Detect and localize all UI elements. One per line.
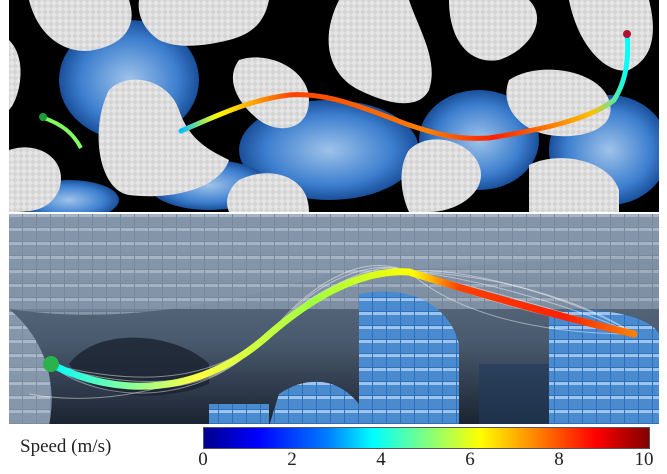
tick-0: 0 [198,449,208,470]
start-marker [39,113,47,121]
start-marker [43,356,59,372]
legend-label: Speed (m/s) [20,436,112,457]
tick-6: 6 [465,449,475,470]
speed-legend: Speed (m/s) 0 2 4 6 8 10 [0,424,667,474]
perspective-view-image [9,214,659,426]
top-view-image [9,0,659,212]
speed-colorbar [203,427,650,449]
goal-marker [623,30,631,38]
tick-4: 4 [376,449,386,470]
tick-10: 10 [634,449,654,470]
perspective-view-panel [9,214,659,426]
tick-2: 2 [287,449,297,470]
top-view-panel [9,0,659,212]
tick-8: 8 [554,449,564,470]
